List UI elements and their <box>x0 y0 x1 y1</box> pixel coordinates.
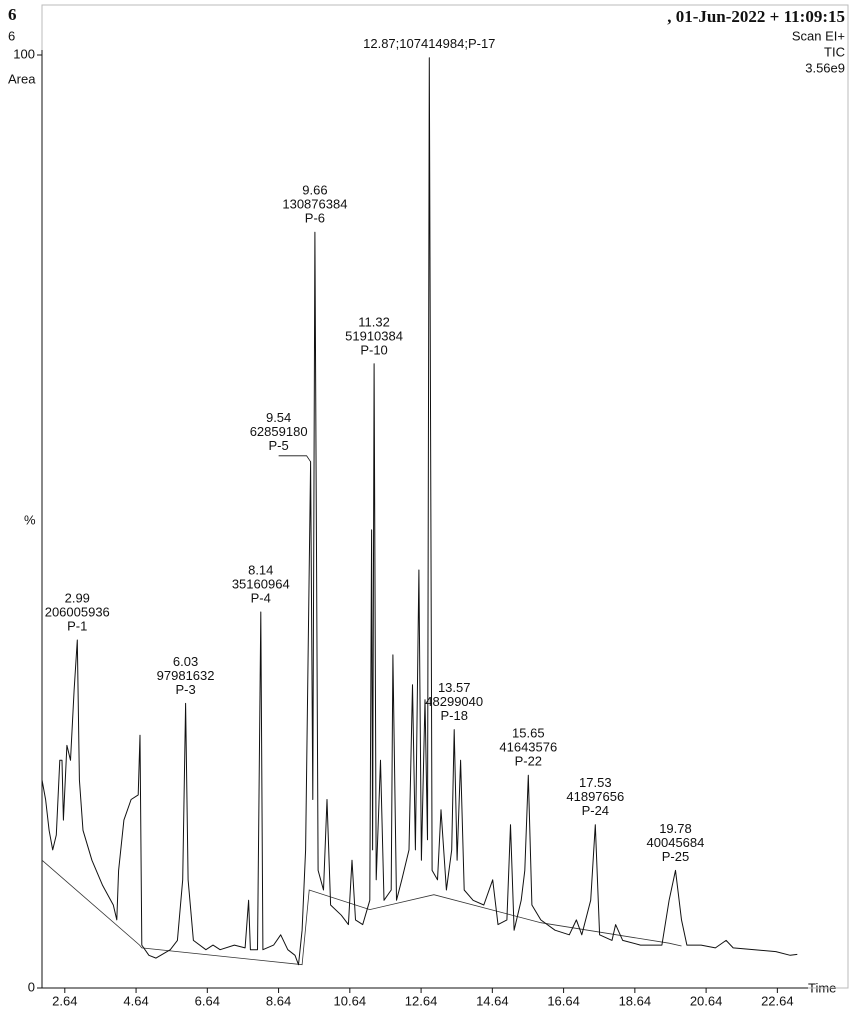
peak-label: P-24 <box>582 803 609 818</box>
peak-label: 9.54 <box>266 410 291 425</box>
x-tick-label: 22.64 <box>761 993 794 1008</box>
peak-label: 41643576 <box>499 740 557 755</box>
peak-label: 41897656 <box>566 789 624 804</box>
peak-label: P-22 <box>515 754 542 769</box>
frame <box>41 4 849 989</box>
peak-label: 17.53 <box>579 775 612 790</box>
trace <box>41 57 798 966</box>
x-tick-label: 2.64 <box>52 993 77 1008</box>
peak-label: 11.32 <box>358 314 390 329</box>
x-tick-label: 16.64 <box>547 993 580 1008</box>
y-label-top: Area <box>8 71 36 86</box>
y-axis-label: % <box>24 512 36 527</box>
peak-label: P-18 <box>440 708 467 723</box>
peak-label: 19.78 <box>659 821 692 836</box>
y-tick-label: 0 <box>28 979 35 994</box>
x-tick-label: 8.64 <box>266 993 291 1008</box>
header-date: , 01-Jun-2022 + 11:09:15 <box>667 7 845 26</box>
peak-label: 51910384 <box>345 328 403 343</box>
peak-label: 62859180 <box>250 424 308 439</box>
peak-label: 40045684 <box>647 835 705 850</box>
scale-label: 3.56e9 <box>805 60 845 75</box>
scan-label: Scan EI+ <box>792 28 845 43</box>
peak-label: P-1 <box>67 618 87 633</box>
leader-line <box>278 455 311 463</box>
peak-label: 15.65 <box>512 726 545 741</box>
peak-label: P-25 <box>662 849 689 864</box>
mode-label: TIC <box>824 44 845 59</box>
x-tick-label: 12.64 <box>405 993 438 1008</box>
x-tick-label: 18.64 <box>619 993 652 1008</box>
header-title: 6 <box>8 5 17 24</box>
peak-label: P-5 <box>269 438 289 453</box>
y-tick-label: 100 <box>13 46 35 61</box>
peak-label: 35160964 <box>232 576 290 591</box>
peak-label: 8.14 <box>248 562 273 577</box>
peak-label: 97981632 <box>157 668 215 683</box>
x-tick-label: 4.64 <box>123 993 148 1008</box>
peak-label: P-4 <box>251 590 271 605</box>
peak-label: 2.99 <box>65 590 90 605</box>
peak-label: P-6 <box>305 211 325 226</box>
x-tick-label: 6.64 <box>195 993 220 1008</box>
peak-label: 130876384 <box>282 197 347 212</box>
peak-label: 6.03 <box>173 654 198 669</box>
peak-label: 48299040 <box>425 694 483 709</box>
peak-label: P-10 <box>360 342 387 357</box>
peak-label: 206005936 <box>45 604 110 619</box>
peak-label: 9.66 <box>302 183 327 198</box>
x-tick-label: 14.64 <box>476 993 509 1008</box>
peak-label: 13.57 <box>438 680 471 695</box>
integration-baseline <box>41 859 682 966</box>
header-sub: 6 <box>8 28 15 43</box>
x-tick-label: 20.64 <box>690 993 723 1008</box>
x-tick-label: 10.64 <box>334 993 367 1008</box>
peak-label: P-3 <box>175 682 195 697</box>
peak-label: 12.87;107414984;P-17 <box>363 36 495 51</box>
